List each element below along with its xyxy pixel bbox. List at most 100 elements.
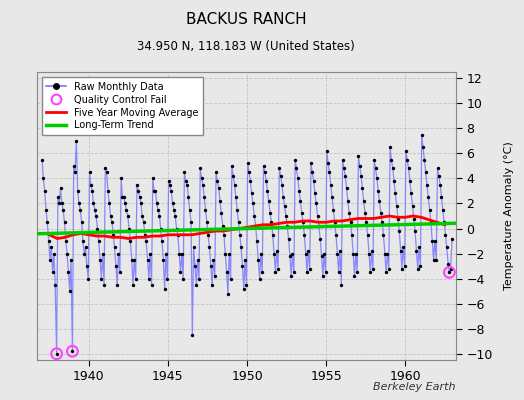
- Point: [64, 269, 73, 276]
- Point: [433, 165, 442, 172]
- Point: [231, 182, 239, 188]
- Point: [347, 232, 356, 238]
- Point: [219, 223, 227, 229]
- Point: [271, 269, 280, 276]
- Point: [320, 250, 329, 257]
- Point: [100, 282, 108, 288]
- Point: [336, 248, 344, 254]
- Point: [283, 223, 291, 229]
- Point: [84, 276, 92, 282]
- Point: [196, 165, 204, 172]
- Point: [420, 156, 429, 163]
- Point: [365, 250, 373, 257]
- Point: [410, 215, 418, 222]
- Point: [299, 219, 307, 226]
- Point: [352, 250, 360, 257]
- Point: [226, 276, 235, 282]
- Point: [209, 257, 217, 263]
- Point: [423, 182, 431, 188]
- Point: [313, 213, 322, 219]
- Point: [305, 265, 314, 272]
- Point: [99, 250, 107, 257]
- Point: [315, 223, 323, 229]
- Point: [311, 190, 319, 197]
- Point: [172, 225, 181, 232]
- Point: [345, 210, 354, 217]
- Point: [367, 248, 376, 254]
- Point: [113, 282, 122, 288]
- Point: [331, 219, 339, 226]
- Point: [293, 175, 302, 182]
- Point: [298, 210, 306, 217]
- Y-axis label: Temperature Anomaly (°C): Temperature Anomaly (°C): [504, 142, 514, 290]
- Point: [160, 286, 169, 292]
- Point: [295, 188, 303, 194]
- Point: [129, 282, 137, 288]
- Point: [178, 250, 186, 257]
- Point: [125, 225, 133, 232]
- Point: [344, 198, 352, 204]
- Point: [132, 276, 140, 282]
- Point: [268, 232, 277, 238]
- Point: [372, 165, 380, 172]
- Point: [86, 182, 95, 188]
- Point: [341, 173, 350, 179]
- Point: [263, 188, 271, 194]
- Point: [39, 175, 48, 182]
- Point: [277, 173, 285, 179]
- Point: [55, 200, 63, 207]
- Point: [171, 213, 179, 219]
- Legend: Raw Monthly Data, Quality Control Fail, Five Year Moving Average, Long-Term Tren: Raw Monthly Data, Quality Control Fail, …: [41, 77, 203, 135]
- Point: [71, 169, 79, 175]
- Text: 34.950 N, 118.183 W (United States): 34.950 N, 118.183 W (United States): [137, 40, 355, 53]
- Point: [198, 175, 206, 182]
- Point: [282, 213, 290, 219]
- Point: [142, 238, 150, 244]
- Point: [97, 276, 105, 282]
- Point: [374, 188, 383, 194]
- Point: [137, 200, 145, 207]
- Point: [88, 188, 96, 194]
- Point: [184, 194, 193, 200]
- Point: [45, 238, 53, 244]
- Point: [292, 165, 301, 172]
- Point: [58, 200, 66, 207]
- Point: [89, 200, 97, 207]
- Point: [439, 206, 447, 213]
- Point: [421, 169, 430, 175]
- Point: [249, 200, 257, 207]
- Point: [438, 194, 446, 200]
- Point: [266, 210, 275, 217]
- Point: [321, 269, 330, 276]
- Point: [175, 250, 183, 257]
- Point: [53, 194, 62, 200]
- Point: [221, 250, 230, 257]
- Text: Berkeley Earth: Berkeley Earth: [374, 382, 456, 392]
- Point: [275, 165, 283, 172]
- Point: [445, 269, 454, 276]
- Point: [83, 263, 91, 269]
- Point: [342, 185, 351, 192]
- Point: [117, 175, 125, 182]
- Point: [238, 263, 247, 269]
- Point: [223, 269, 231, 276]
- Point: [400, 263, 409, 269]
- Point: [432, 257, 441, 263]
- Point: [211, 273, 219, 279]
- Point: [138, 213, 146, 219]
- Point: [362, 219, 370, 226]
- Point: [444, 260, 452, 267]
- Point: [333, 250, 342, 257]
- Point: [442, 244, 451, 250]
- Point: [181, 178, 190, 184]
- Point: [126, 238, 135, 244]
- Point: [109, 232, 117, 238]
- Point: [116, 269, 124, 276]
- Point: [390, 178, 398, 184]
- Point: [201, 206, 210, 213]
- Point: [162, 250, 170, 257]
- Point: [220, 232, 228, 238]
- Point: [206, 263, 215, 269]
- Point: [96, 257, 104, 263]
- Point: [302, 250, 310, 257]
